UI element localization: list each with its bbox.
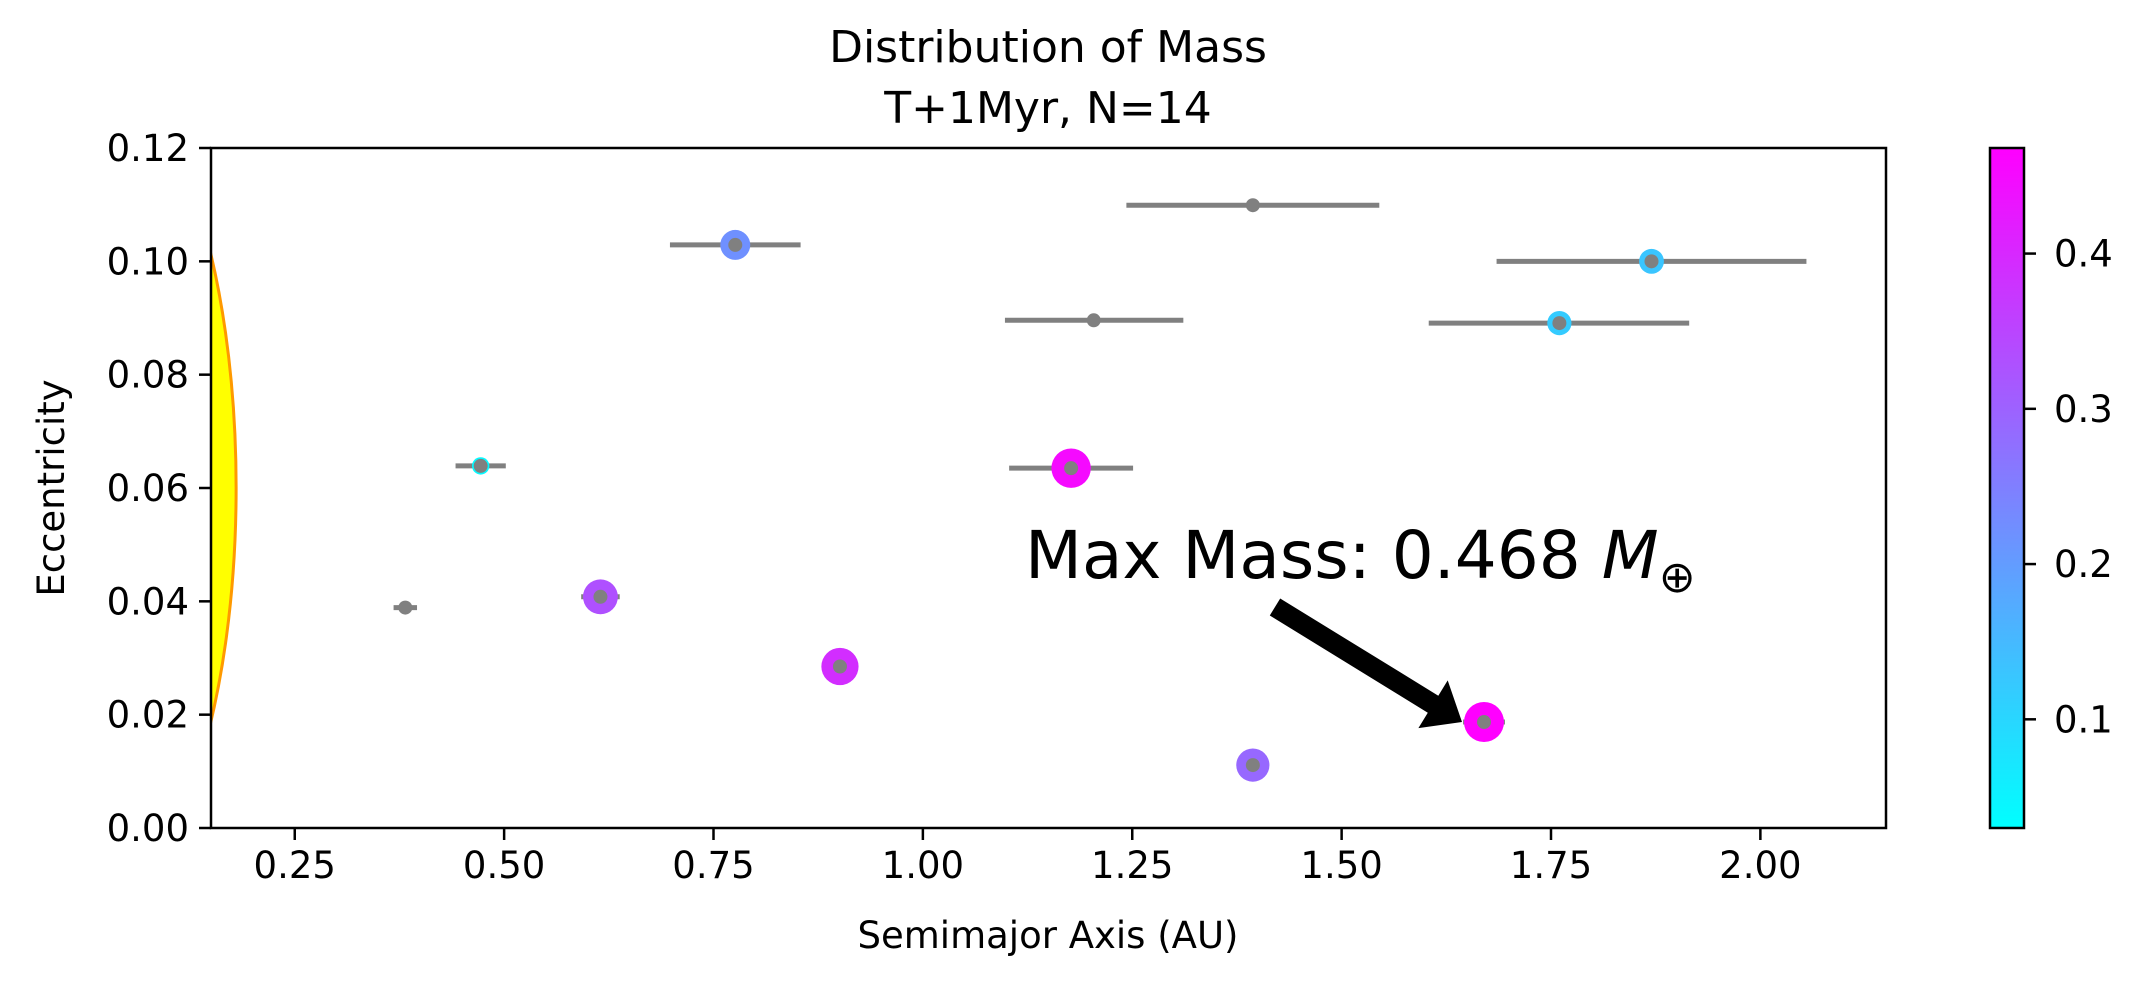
x-tick-label-7: 2.00 xyxy=(1719,844,1801,887)
chart-title: Distribution of Mass xyxy=(829,22,1267,73)
planet-center-10 xyxy=(1552,316,1567,331)
planet-center-8 xyxy=(1245,758,1260,773)
planet-center-1 xyxy=(473,458,488,473)
x-axis-label: Semimajor Axis (AU) xyxy=(858,914,1239,957)
planet-center-5 xyxy=(1064,461,1079,476)
annotation-arrow xyxy=(1269,598,1462,729)
planet-center-3 xyxy=(728,237,743,252)
planet-center-0 xyxy=(398,600,413,615)
planet-center-4 xyxy=(832,659,847,674)
y-tick-label-5: 0.10 xyxy=(107,240,189,283)
star-body xyxy=(211,248,238,728)
x-tick-label-4: 1.25 xyxy=(1091,844,1173,887)
errorbar-layer xyxy=(393,202,1807,768)
colorbar-tick-label-1: 0.2 xyxy=(2054,543,2113,586)
planet-center-11 xyxy=(1644,254,1659,269)
y-axis-label: Eccentricity xyxy=(30,379,73,596)
x-tick-label-1: 0.50 xyxy=(463,844,545,887)
planet-center-2 xyxy=(593,589,608,604)
planet-center-9 xyxy=(1477,715,1491,730)
colorbar-tick-label-0: 0.1 xyxy=(2054,698,2113,741)
point-layer xyxy=(398,198,1664,782)
annotation-label: Max Mass: 0.468 xyxy=(1025,517,1602,594)
colorbar-tick-label-2: 0.3 xyxy=(2054,388,2113,431)
colorbar-tick-label-3: 0.4 xyxy=(2054,233,2113,276)
max-mass-annotation: Max Mass: 0.468 M⊕ xyxy=(1025,517,1696,729)
x-tick-label-2: 0.75 xyxy=(672,844,754,887)
planet-center-7 xyxy=(1245,198,1260,213)
chart-subtitle: T+1Myr, N=14 xyxy=(883,83,1212,134)
annotation-symbol: M xyxy=(1602,517,1659,594)
planet-center-6 xyxy=(1086,313,1101,328)
center-layer xyxy=(398,198,1659,773)
x-tick-label-3: 1.00 xyxy=(882,844,964,887)
annotation-subscript: ⊕ xyxy=(1659,552,1696,603)
y-tick-label-2: 0.04 xyxy=(107,580,189,623)
colorbar-tick-layer: 0.1 0.2 0.3 0.4 xyxy=(2024,233,2113,741)
y-tick-label-1: 0.02 xyxy=(107,694,189,737)
colorbar xyxy=(1988,146,2026,830)
y-tick-layer: 0.00 0.02 0.04 0.06 0.08 0.10 0.12 xyxy=(107,127,211,850)
plot-frame xyxy=(209,146,1888,830)
x-tick-label-5: 1.50 xyxy=(1300,844,1382,887)
y-tick-label-3: 0.06 xyxy=(107,467,189,510)
y-tick-label-0: 0.00 xyxy=(107,807,189,850)
x-tick-label-6: 1.75 xyxy=(1510,844,1592,887)
y-tick-label-4: 0.08 xyxy=(107,354,189,397)
y-tick-label-6: 0.12 xyxy=(107,127,189,170)
star-layer xyxy=(211,248,238,728)
x-tick-label-0: 0.25 xyxy=(254,844,336,887)
annotation-text: Max Mass: 0.468 M⊕ xyxy=(1025,517,1696,603)
x-tick-layer: 0.25 0.50 0.75 1.00 1.25 1.50 1.75 2.00 xyxy=(254,828,1802,887)
